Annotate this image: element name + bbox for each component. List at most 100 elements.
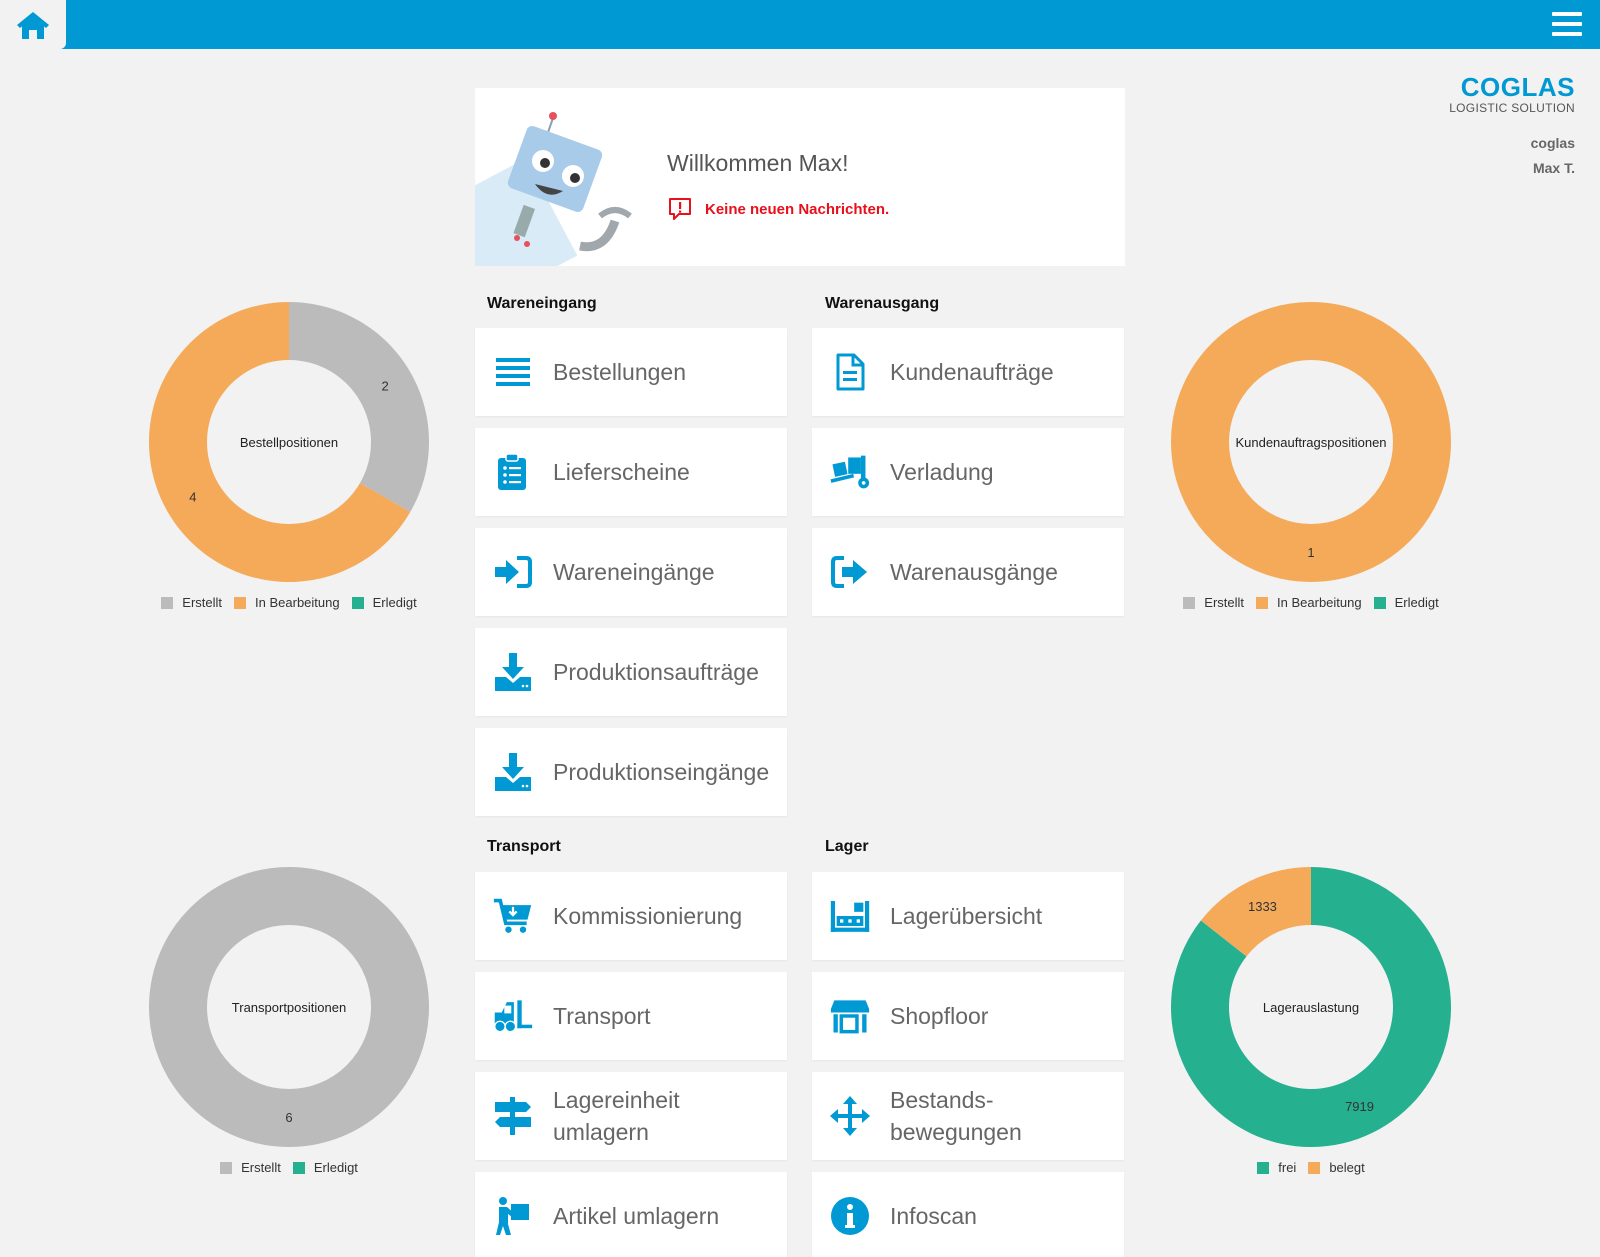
document-icon: [830, 352, 870, 392]
warehouse-icon: [830, 896, 870, 936]
chart-lagerauslastung: 7919 1333 Lagerauslastung frei belegt: [1166, 862, 1456, 1175]
top-bar: [0, 0, 1600, 49]
donut-chart-transportpositionen: 6 Transportpositionen: [149, 867, 429, 1147]
move-arrows-icon: [830, 1096, 870, 1136]
legend-swatch: [1183, 596, 1196, 609]
tile-label: Warenausgänge: [890, 559, 1058, 585]
data-label-in-bearbeitung: 1: [1307, 545, 1314, 560]
tile-label: Kommissionierung: [553, 903, 743, 929]
tile-label: Infoscan: [890, 1203, 977, 1229]
tile-verladung[interactable]: Verladung: [812, 428, 1124, 516]
tile-label: Lagerübersicht: [890, 903, 1043, 929]
chart-title: Transportpositionen: [232, 1000, 346, 1015]
tile-label: Verladung: [890, 459, 994, 485]
store-icon: [830, 996, 870, 1036]
welcome-title: Willkommen Max!: [667, 150, 849, 176]
person-carry-icon: [493, 1196, 533, 1236]
donut-chart-kundenauftragspositionen: 1 Kundenauftragspositionen: [1171, 302, 1451, 582]
tile-produktionseingaenge[interactable]: Produktionseingänge: [475, 728, 787, 816]
forklift-icon: [493, 996, 533, 1036]
hamburger-menu-button[interactable]: [1550, 8, 1584, 40]
tile-warenausgaenge[interactable]: Warenausgänge: [812, 528, 1124, 616]
tile-kundenauftraege[interactable]: Kundenaufträge: [812, 328, 1124, 416]
company-name: coglas: [1530, 135, 1575, 151]
chart-legend: Erstellt In Bearbeitung Erledigt: [144, 595, 434, 610]
messages-text: Keine neuen Nachrichten.: [705, 200, 890, 218]
chart-title: Kundenauftragspositionen: [1235, 435, 1386, 450]
tile-lageruebersicht[interactable]: Lagerübersicht: [812, 872, 1124, 960]
chart-legend: frei belegt: [1166, 1160, 1456, 1175]
info-icon: [830, 1196, 870, 1236]
home-icon: [17, 11, 49, 39]
legend-item-in-bearbeitung[interactable]: In Bearbeitung: [1256, 595, 1362, 610]
donut-chart-lagerauslastung: 7919 1333 Lagerauslastung: [1171, 867, 1451, 1147]
tile-produktionsauftraege[interactable]: Produktionsaufträge: [475, 628, 787, 716]
data-label-frei: 7919: [1345, 1099, 1374, 1114]
legend-item-erstellt[interactable]: Erstellt: [1183, 595, 1244, 610]
chart-legend: Erstellt In Bearbeitung Erledigt: [1166, 595, 1456, 610]
donut-slice-in-bearbeitung: [1171, 302, 1451, 582]
robot-illustration: [475, 112, 632, 266]
donut-chart-bestellpositionen: 2 4 Bestellpositionen: [149, 302, 429, 582]
legend-item-erledigt[interactable]: Erledigt: [292, 1160, 358, 1175]
legend-label: In Bearbeitung: [255, 595, 340, 610]
tile-label: Produktionseingänge: [553, 759, 770, 785]
messages-status: Keine neuen Nachrichten.: [667, 196, 889, 222]
list-icon: [493, 352, 533, 392]
legend-swatch: [1373, 596, 1386, 609]
tile-label: Bestellungen: [553, 359, 686, 385]
legend-item-erstellt[interactable]: Erstellt: [220, 1160, 281, 1175]
legend-swatch: [1256, 596, 1269, 609]
donut-slice-erstellt: [149, 867, 429, 1147]
legend-item-erledigt[interactable]: Erledigt: [1373, 595, 1439, 610]
donut-slice-belegt: [1200, 867, 1311, 957]
chart-transportpositionen: 6 Transportpositionen Erstellt Erledigt: [144, 862, 434, 1175]
legend-label: Erledigt: [1394, 595, 1439, 610]
tile-artikel-umlagern[interactable]: Artikel umlagern: [475, 1172, 787, 1257]
legend-item-erstellt[interactable]: Erstellt: [161, 595, 222, 610]
tile-infoscan[interactable]: Infoscan: [812, 1172, 1124, 1257]
legend-swatch: [292, 1161, 305, 1174]
message-alert-icon: [669, 198, 691, 220]
legend-label: frei: [1278, 1160, 1297, 1175]
tile-lagereinheit-umlagern[interactable]: Lagereinheit umlagern: [475, 1072, 787, 1160]
tile-bestandsbewegungen[interactable]: Bestands- bewegungen: [812, 1072, 1124, 1160]
chart-title: Lagerauslastung: [1263, 1000, 1359, 1015]
legend-label: Erstellt: [1204, 595, 1245, 610]
data-label-erstellt: 2: [382, 379, 389, 394]
donut-slice-erstellt: [289, 302, 429, 512]
clipboard-list-icon: [493, 452, 533, 492]
cart-icon: [493, 896, 533, 936]
home-button[interactable]: [0, 0, 66, 49]
legend-swatch: [351, 596, 364, 609]
legend-label: Erledigt: [313, 1160, 358, 1175]
brand-block: COGLAS LOGISTIC SOLUTION coglas Max T.: [1449, 74, 1575, 181]
legend-swatch: [234, 596, 247, 609]
dolly-icon: [830, 452, 870, 492]
tile-shopfloor[interactable]: Shopfloor: [812, 972, 1124, 1060]
tile-transport[interactable]: Transport: [475, 972, 787, 1060]
legend-item-belegt[interactable]: belegt: [1308, 1160, 1365, 1175]
legend-label: In Bearbeitung: [1277, 595, 1362, 610]
chart-title: Bestellpositionen: [240, 435, 338, 450]
chart-kundenauftragspositionen: 1 Kundenauftragspositionen Erstellt In Bea…: [1166, 297, 1456, 610]
donut-slice-in-bearbeitung: [149, 302, 411, 582]
legend-label: Erledigt: [372, 595, 417, 610]
tile-kommissionierung[interactable]: Kommissionierung: [475, 872, 787, 960]
legend-item-in-bearbeitung[interactable]: In Bearbeitung: [234, 595, 340, 610]
legend-swatch: [161, 596, 174, 609]
tile-wareneingaenge[interactable]: Wareneingänge: [475, 528, 787, 616]
tile-bestellungen[interactable]: Bestellungen: [475, 328, 787, 416]
legend-item-frei[interactable]: frei: [1257, 1160, 1296, 1175]
tile-lieferscheine[interactable]: Lieferscheine: [475, 428, 787, 516]
tile-label: Wareneingänge: [553, 559, 715, 585]
chart-bestellpositionen: 2 4 Bestellpositionen Erstellt In Bearbeitu…: [144, 297, 434, 610]
sign-in-icon: [493, 552, 533, 592]
data-label-erstellt: 6: [285, 1110, 292, 1125]
legend-item-erledigt[interactable]: Erledigt: [351, 595, 417, 610]
hamburger-menu-icon: [1552, 12, 1582, 36]
tile-label: Lagereinheit umlagern: [553, 1087, 680, 1145]
signpost-icon: [493, 1096, 533, 1136]
donut-slice-frei: [1171, 867, 1451, 1147]
legend-swatch: [220, 1161, 233, 1174]
